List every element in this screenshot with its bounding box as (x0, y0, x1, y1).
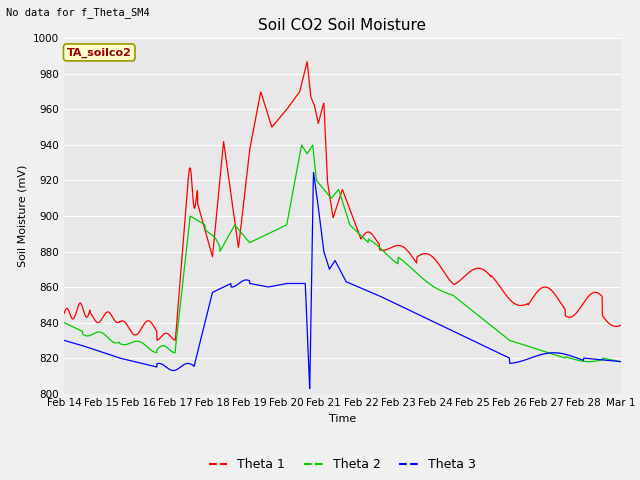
Theta 3 (60, 337, 68, 343)
Theta 1 (499, 288, 507, 294)
Text: No data for f_Theta_SM4: No data for f_Theta_SM4 (6, 7, 150, 18)
Theta 2 (331, 191, 339, 197)
Theta 3 (601, 357, 609, 363)
Theta 3 (617, 359, 625, 364)
Theta 3 (499, 352, 507, 358)
Theta 2 (617, 359, 625, 364)
Theta 1 (601, 316, 609, 322)
Theta 3 (332, 258, 339, 264)
Theta 2 (298, 142, 305, 148)
Theta 2 (88, 332, 96, 337)
Line: Theta 1: Theta 1 (64, 62, 621, 340)
Theta 1 (88, 313, 96, 319)
Theta 2 (601, 356, 609, 361)
X-axis label: Time: Time (329, 414, 356, 424)
Theta 1 (602, 316, 609, 322)
Theta 3 (310, 169, 317, 175)
Theta 2 (499, 332, 506, 338)
Theta 1 (172, 337, 179, 343)
Theta 2 (60, 320, 68, 325)
Theta 3 (317, 222, 324, 228)
Theta 1 (317, 112, 324, 118)
Theta 2 (601, 356, 609, 361)
Theta 3 (88, 346, 96, 352)
Text: TA_soilco2: TA_soilco2 (67, 47, 132, 58)
Line: Theta 2: Theta 2 (64, 145, 621, 361)
Theta 3 (602, 357, 609, 363)
Theta 1 (332, 208, 339, 214)
Legend: Theta 1, Theta 2, Theta 3: Theta 1, Theta 2, Theta 3 (204, 453, 481, 476)
Title: Soil CO2 Soil Moisture: Soil CO2 Soil Moisture (259, 18, 426, 33)
Theta 1 (617, 323, 625, 328)
Y-axis label: Soil Moisture (mV): Soil Moisture (mV) (17, 165, 28, 267)
Theta 3 (306, 385, 314, 391)
Theta 1 (60, 311, 68, 316)
Line: Theta 3: Theta 3 (64, 172, 621, 388)
Theta 1 (303, 59, 311, 65)
Theta 2 (316, 182, 324, 188)
